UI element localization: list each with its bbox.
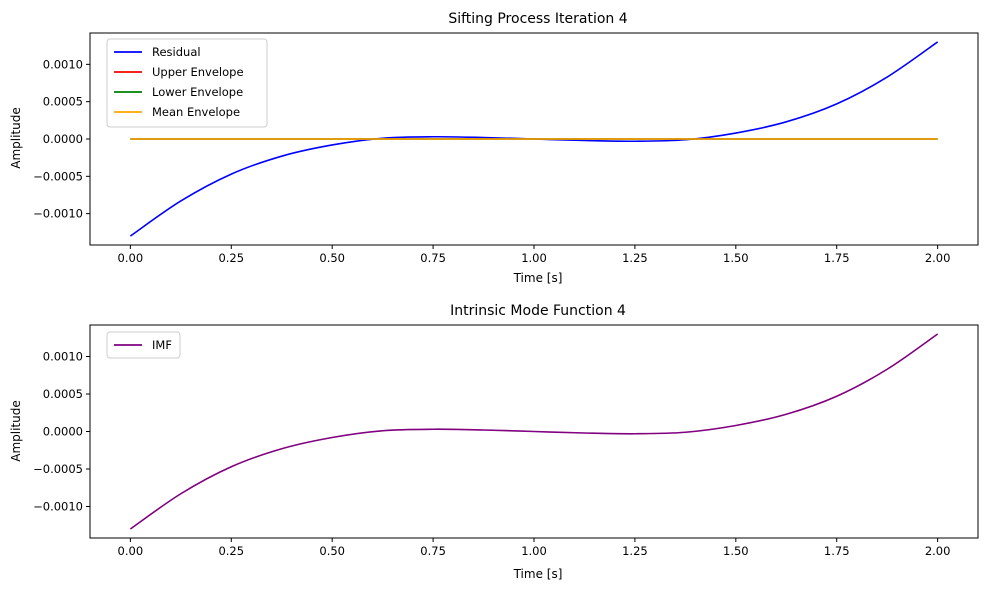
- x-tick-label: 0.50: [319, 544, 345, 558]
- y-axis-ticks: 0.0010 0.0005 0.0000 −0.0005 −0.0010: [33, 57, 90, 221]
- y-axis-ticks: 0.0010 0.0005 0.0000 −0.0005 −0.0010: [33, 350, 90, 514]
- legend: IMF: [106, 331, 181, 359]
- y-axis-label: Amplitude: [9, 107, 23, 169]
- x-tick-label: 0.00: [118, 251, 144, 265]
- series-line-imf: [129, 333, 939, 530]
- x-tick-label: 1.00: [521, 251, 547, 265]
- legend-label-upper-envelope: Upper Envelope: [152, 65, 244, 79]
- legend-box: [106, 331, 181, 359]
- chart-sifting-process: Sifting Process Iteration 4 Time [s] Amp…: [9, 11, 979, 285]
- x-tick-label: 0.50: [319, 251, 345, 265]
- x-tick-label: 2.00: [925, 251, 951, 265]
- y-tick-label: −0.0010: [33, 500, 83, 514]
- y-tick-label: −0.0010: [33, 207, 83, 221]
- x-axis-label: Time [s]: [513, 567, 563, 581]
- y-tick-label: 0.0010: [43, 57, 83, 71]
- y-tick-label: 0.0000: [43, 132, 83, 146]
- chart-title: Sifting Process Iteration 4: [448, 11, 627, 27]
- y-tick-label: 0.0005: [43, 95, 83, 109]
- x-tick-label: 1.50: [723, 251, 749, 265]
- x-axis-ticks: 0.00 0.25 0.50 0.75 1.00 1.25 1.50 1.75 2.00: [118, 538, 951, 558]
- x-tick-label: 0.75: [420, 544, 446, 558]
- legend: Residual Upper Envelope Lower Envelope Mean…: [106, 38, 268, 128]
- x-tick-label: 1.50: [723, 544, 749, 558]
- x-tick-label: 2.00: [925, 544, 951, 558]
- y-tick-label: 0.0000: [43, 425, 83, 439]
- y-tick-label: 0.0005: [43, 387, 83, 401]
- chart-title: Intrinsic Mode Function 4: [450, 303, 626, 319]
- legend-label-residual: Residual: [152, 45, 201, 59]
- x-tick-label: 1.25: [622, 251, 648, 265]
- y-tick-label: 0.0010: [43, 350, 83, 364]
- x-tick-label: 1.75: [824, 251, 850, 265]
- x-tick-label: 0.00: [118, 544, 144, 558]
- legend-label-mean-envelope: Mean Envelope: [152, 105, 240, 119]
- x-tick-label: 0.75: [420, 251, 446, 265]
- plot-area-frame: [89, 32, 979, 246]
- y-tick-label: −0.0005: [33, 169, 83, 183]
- y-tick-label: −0.0005: [33, 462, 83, 476]
- x-axis-ticks: 0.00 0.25 0.50 0.75 1.00 1.25 1.50 1.75 2.00: [118, 245, 951, 265]
- plot-area-frame: [89, 324, 979, 539]
- x-tick-label: 1.25: [622, 544, 648, 558]
- x-tick-label: 1.75: [824, 544, 850, 558]
- legend-label-lower-envelope: Lower Envelope: [152, 85, 243, 99]
- series-lines: [129, 41, 939, 237]
- chart-intrinsic-mode-function: Intrinsic Mode Function 4 Time [s] Ampli…: [9, 303, 979, 581]
- legend-box: [106, 38, 268, 128]
- x-tick-label: 1.00: [521, 544, 547, 558]
- y-axis-label: Amplitude: [9, 400, 23, 462]
- legend-label-imf: IMF: [152, 338, 172, 352]
- series-lines: [129, 333, 939, 530]
- x-tick-label: 0.25: [218, 544, 244, 558]
- x-axis-label: Time [s]: [513, 271, 563, 285]
- x-tick-label: 0.25: [218, 251, 244, 265]
